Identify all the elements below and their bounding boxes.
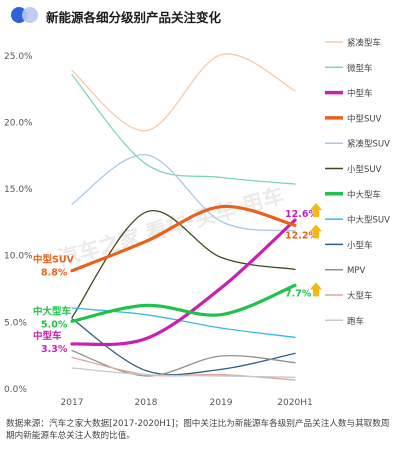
y-tick-label: 10.0% <box>4 252 33 262</box>
legend-label: 中大型车 <box>347 189 381 200</box>
annotation-value: 12.6% <box>285 209 318 220</box>
x-tick-label: 2020H1 <box>277 398 312 408</box>
line-chart: 0.0% 5.0% 10.0% 15.0% 20.0% 25.0% 2017 2018 2019… <box>4 38 390 409</box>
series-line-中大型SUV <box>71 307 296 338</box>
legend-label: 大型车 <box>347 291 373 302</box>
y-tick-label: 25.0% <box>4 52 33 62</box>
chart-title-bar: 新能源各细分级别产品关注变化 <box>8 4 398 26</box>
legend-label: 跑车 <box>347 316 364 327</box>
legend-label: 小型车 <box>347 240 373 251</box>
annotation-value: 3.3% <box>41 344 68 355</box>
y-tick-label: 15.0% <box>4 185 33 195</box>
up-arrow-icon <box>310 282 322 297</box>
series-line-微型车 <box>71 74 296 185</box>
annotation-label: 中型车 <box>33 330 62 342</box>
series-line-中型SUV <box>70 204 297 273</box>
series-line-跑车 <box>71 367 296 378</box>
annotation-value: 12.2% <box>285 230 318 241</box>
series-line-中大型车 <box>70 283 297 323</box>
y-tick-label: 20.0% <box>4 118 33 128</box>
legend-label: MPV <box>347 266 365 276</box>
legend-label: 中型车 <box>347 88 373 99</box>
legend-label: 中大型SUV <box>347 215 390 226</box>
series-line-紧凑型车 <box>71 53 296 132</box>
chart-title: 新能源各细分级别产品关注变化 <box>46 10 222 25</box>
legend-label: 微型车 <box>347 63 373 74</box>
y-tick-label: 0.0% <box>4 385 27 395</box>
annotation-label: 中大型车 <box>33 305 72 317</box>
x-tick-label: 2018 <box>135 398 158 408</box>
legend-label: 小型SUV <box>347 164 382 175</box>
series-line-小型车 <box>71 318 296 376</box>
legend-label: 紧凑型车 <box>347 38 381 49</box>
annotation-label: 中型SUV <box>33 254 75 266</box>
annotation-value: 8.8% <box>41 268 68 279</box>
series-line-紧凑型SUV <box>71 154 296 232</box>
up-arrow-icon <box>310 224 322 239</box>
series-line-MPV <box>71 350 296 377</box>
title-logo-icon <box>11 7 38 23</box>
source-footnote: 数据来源：汽车之家大数据[2017-2020H1]；图中关注比为新能源车各级别产… <box>6 419 390 441</box>
x-tick-label: 2019 <box>210 398 233 408</box>
series-line-小型SUV <box>71 209 296 319</box>
y-tick-label: 5.0% <box>4 318 27 328</box>
legend-label: 紧凑型SUV <box>347 139 390 150</box>
up-arrow-icon <box>310 203 322 218</box>
x-tick-label: 2017 <box>61 398 84 408</box>
annotation-value: 7.7% <box>285 288 312 299</box>
annotation-value: 5.0% <box>41 319 68 330</box>
legend-label: 中型SUV <box>347 113 382 124</box>
